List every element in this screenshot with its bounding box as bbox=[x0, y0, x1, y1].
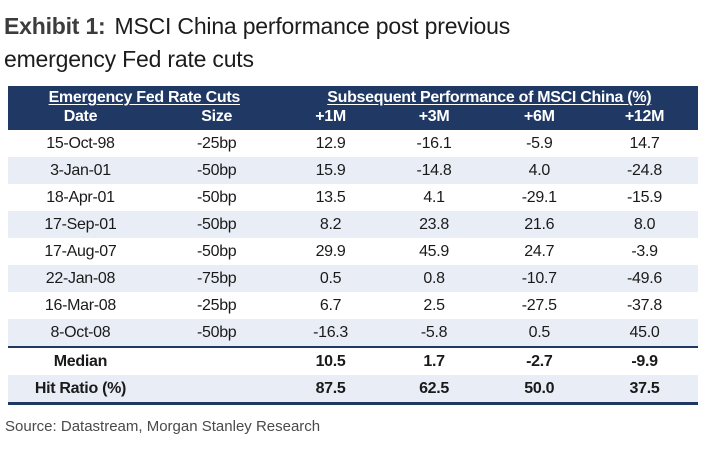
table-row: 22-Jan-08 -75bp 0.5 0.8 -10.7 -49.6 bbox=[8, 265, 698, 292]
column-header-12m: +12M bbox=[591, 108, 698, 130]
value-cell: 10.5 bbox=[280, 346, 381, 375]
value-cell: 14.7 bbox=[629, 134, 660, 152]
value-cell: 0.5 bbox=[319, 269, 342, 287]
exhibit-title-line2: emergency Fed rate cuts bbox=[4, 46, 254, 72]
exhibit-title-line1: MSCI China performance post previous bbox=[114, 13, 511, 39]
value-cell: 50.0 bbox=[487, 375, 592, 405]
date-cell: 15-Oct-98 bbox=[46, 134, 115, 152]
value-cell: 4.1 bbox=[423, 188, 445, 206]
value-cell: 45.0 bbox=[629, 323, 660, 341]
column-header-1m: +1M bbox=[280, 108, 381, 130]
value-cell: -10.7 bbox=[521, 269, 557, 287]
empty-cell bbox=[152, 375, 281, 405]
size-cell: -50bp bbox=[196, 215, 237, 233]
column-header-6m: +6M bbox=[487, 108, 592, 130]
value-cell: 62.5 bbox=[380, 375, 488, 405]
performance-table: Emergency Fed Rate Cuts Subsequent Perfo… bbox=[8, 86, 698, 405]
value-cell: -24.8 bbox=[627, 161, 662, 179]
date-cell: 3-Jan-01 bbox=[50, 161, 111, 179]
table-body: 15-Oct-98 -25bp 12.9 -16.1 -5.9 14.7 3-Jan-01 -… bbox=[8, 130, 698, 405]
exhibit-title: Exhibit 1: MSCI China performance post pr… bbox=[4, 10, 700, 76]
column-header-size: Size bbox=[152, 108, 281, 130]
exhibit-page: Exhibit 1: MSCI China performance post pr… bbox=[4, 10, 700, 435]
value-cell: 15.9 bbox=[315, 161, 346, 179]
value-cell: 29.9 bbox=[315, 242, 346, 260]
column-header-row: Date Size +1M +3M +6M +12M bbox=[8, 108, 698, 130]
summary-row-hit-ratio: Hit Ratio (%) 87.5 62.5 50.0 37.5 bbox=[8, 375, 698, 405]
group-header-performance-cell: Subsequent Performance of MSCI China (%) bbox=[280, 86, 698, 108]
value-cell: -29.1 bbox=[521, 188, 557, 206]
value-cell: -3.9 bbox=[631, 242, 658, 260]
value-cell: -14.8 bbox=[416, 161, 452, 179]
size-cell: -75bp bbox=[196, 269, 237, 287]
date-cell: 17-Sep-01 bbox=[44, 215, 117, 233]
value-cell: -16.1 bbox=[416, 134, 452, 152]
value-cell: -49.6 bbox=[627, 269, 662, 287]
group-header-performance: Subsequent Performance of MSCI China (%) bbox=[327, 89, 652, 106]
table-row: 17-Aug-07 -50bp 29.9 45.9 24.7 -3.9 bbox=[8, 238, 698, 265]
value-cell: 0.5 bbox=[528, 323, 551, 341]
value-cell: 8.0 bbox=[633, 215, 656, 233]
date-cell: 8-Oct-08 bbox=[50, 323, 111, 341]
value-cell: 37.5 bbox=[591, 375, 698, 405]
date-cell: 16-Mar-08 bbox=[44, 296, 116, 314]
table-row: 16-Mar-08 -25bp 6.7 2.5 -27.5 -37.8 bbox=[8, 292, 698, 319]
size-cell: -50bp bbox=[196, 188, 237, 206]
value-cell: -5.9 bbox=[526, 134, 553, 152]
column-header-date: Date bbox=[8, 108, 153, 130]
summary-label: Median bbox=[8, 346, 153, 375]
value-cell: 87.5 bbox=[280, 375, 381, 405]
value-cell: -9.9 bbox=[591, 346, 698, 375]
date-cell: 17-Aug-07 bbox=[44, 242, 117, 260]
table-row: 15-Oct-98 -25bp 12.9 -16.1 -5.9 14.7 bbox=[8, 130, 698, 157]
value-cell: 2.5 bbox=[423, 296, 445, 314]
summary-label: Hit Ratio (%) bbox=[8, 375, 153, 405]
value-cell: 4.0 bbox=[528, 161, 551, 179]
value-cell: 45.9 bbox=[419, 242, 450, 260]
empty-cell bbox=[152, 346, 281, 375]
table-row: 18-Apr-01 -50bp 13.5 4.1 -29.1 -15.9 bbox=[8, 184, 698, 211]
value-cell: -37.8 bbox=[627, 296, 662, 314]
value-cell: 13.5 bbox=[315, 188, 346, 206]
value-cell: -5.8 bbox=[420, 323, 448, 341]
group-header-rate-cuts: Emergency Fed Rate Cuts bbox=[48, 89, 241, 106]
summary-row-median: Median 10.5 1.7 -2.7 -9.9 bbox=[8, 346, 698, 375]
size-cell: -50bp bbox=[196, 242, 237, 260]
size-cell: -25bp bbox=[196, 134, 237, 152]
value-cell: 8.2 bbox=[319, 215, 342, 233]
size-cell: -50bp bbox=[196, 323, 237, 341]
table-row: 17-Sep-01 -50bp 8.2 23.8 21.6 8.0 bbox=[8, 211, 698, 238]
value-cell: -27.5 bbox=[521, 296, 557, 314]
size-cell: -25bp bbox=[196, 296, 237, 314]
group-header-rate-cuts-cell: Emergency Fed Rate Cuts bbox=[8, 86, 281, 108]
value-cell: -2.7 bbox=[487, 346, 592, 375]
value-cell: -16.3 bbox=[313, 323, 349, 341]
table-row: 8-Oct-08 -50bp -16.3 -5.8 0.5 45.0 bbox=[8, 319, 698, 347]
value-cell: 23.8 bbox=[419, 215, 450, 233]
source-note: Source: Datastream, Morgan Stanley Resea… bbox=[5, 418, 321, 435]
value-cell: -15.9 bbox=[627, 188, 662, 206]
value-cell: 0.8 bbox=[423, 269, 445, 287]
table-header: Emergency Fed Rate Cuts Subsequent Perfo… bbox=[8, 86, 698, 130]
value-cell: 21.6 bbox=[524, 215, 555, 233]
size-cell: -50bp bbox=[196, 161, 237, 179]
table-row: 3-Jan-01 -50bp 15.9 -14.8 4.0 -24.8 bbox=[8, 157, 698, 184]
value-cell: 12.9 bbox=[315, 134, 346, 152]
column-header-3m: +3M bbox=[380, 108, 488, 130]
date-cell: 18-Apr-01 bbox=[46, 188, 115, 206]
date-cell: 22-Jan-08 bbox=[45, 269, 116, 287]
group-header-row: Emergency Fed Rate Cuts Subsequent Perfo… bbox=[8, 86, 698, 108]
value-cell: 6.7 bbox=[319, 296, 342, 314]
exhibit-number-label: Exhibit 1: bbox=[4, 13, 106, 39]
value-cell: 1.7 bbox=[380, 346, 488, 375]
value-cell: 24.7 bbox=[524, 242, 555, 260]
